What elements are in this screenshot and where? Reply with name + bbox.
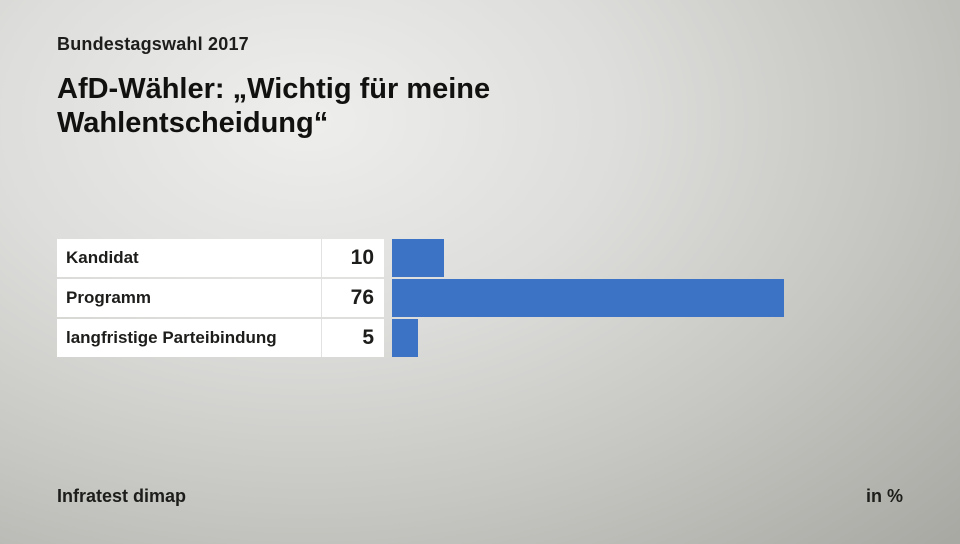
bar [392, 279, 784, 317]
category-label: langfristige Parteibindung [57, 319, 322, 357]
value-label: 76 [322, 279, 384, 317]
chart-row-parteibindung: langfristige Parteibindung 5 [57, 319, 784, 357]
unit-label: in % [865, 486, 903, 506]
value-label: 10 [322, 239, 384, 277]
chart-title: AfD-Wähler: „Wichtig für meine Wahlentsc… [57, 72, 490, 140]
chart-kicker: Bundestagswahl 2017 [57, 34, 249, 54]
bar [392, 319, 418, 357]
chart-row-programm: Programm 76 [57, 279, 784, 317]
category-label: Programm [57, 279, 322, 317]
bar-chart: Kandidat 10 Programm 76 langfristige Par… [57, 239, 784, 359]
chart-footer: Infratest dimap in % [57, 486, 903, 507]
category-label: Kandidat [57, 239, 322, 277]
value-label: 5 [322, 319, 384, 357]
chart-row-kandidat: Kandidat 10 [57, 239, 784, 277]
chart-title-line-1: AfD-Wähler: „Wichtig für meine [57, 73, 491, 105]
bar [392, 239, 444, 277]
source-label: Infratest dimap [57, 486, 187, 506]
chart-title-line-2: Wahlentscheidung“ [57, 107, 329, 140]
